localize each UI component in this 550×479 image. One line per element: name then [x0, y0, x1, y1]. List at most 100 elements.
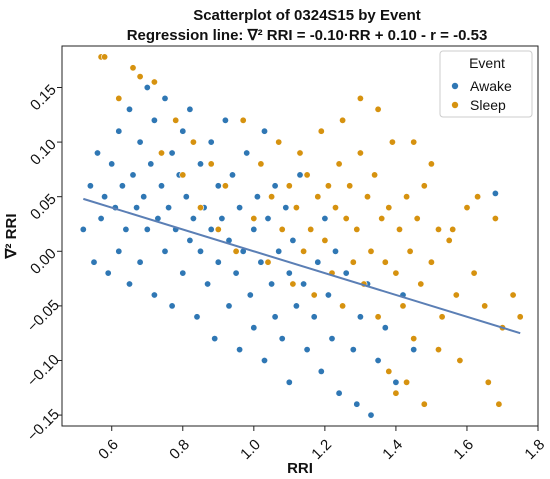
point-awake — [335, 389, 343, 397]
point-awake — [410, 346, 418, 354]
point-awake — [225, 302, 233, 310]
point-sleep — [214, 225, 222, 233]
point-awake — [285, 269, 293, 277]
point-awake — [321, 215, 329, 223]
point-sleep — [335, 160, 343, 168]
point-awake — [218, 215, 226, 223]
point-sleep — [420, 400, 428, 408]
legend-label-sleep: Sleep — [470, 97, 506, 113]
point-sleep — [509, 291, 517, 299]
x-axis: 0.6 0.8 1.0 1.2 1.4 1.6 1.8 — [95, 426, 548, 463]
point-awake — [140, 193, 148, 201]
point-awake — [491, 189, 499, 197]
point-sleep — [434, 225, 442, 233]
point-sleep — [339, 302, 347, 310]
point-awake — [374, 356, 382, 364]
point-sleep — [232, 247, 240, 255]
point-sleep — [399, 302, 407, 310]
point-awake — [115, 127, 123, 135]
y-tick-label: 0.10 — [27, 136, 60, 169]
point-sleep — [395, 225, 403, 233]
point-sleep — [158, 149, 166, 157]
point-sleep — [221, 182, 229, 190]
point-sleep — [317, 127, 325, 135]
y-tick-label: −0.10 — [24, 351, 63, 390]
point-sleep — [363, 193, 371, 201]
point-sleep — [197, 204, 205, 212]
point-sleep — [491, 215, 499, 223]
point-sleep — [285, 182, 293, 190]
point-awake — [115, 247, 123, 255]
point-sleep — [438, 313, 446, 321]
point-awake — [232, 269, 240, 277]
point-sleep — [321, 236, 329, 244]
point-sleep — [250, 215, 258, 223]
chart-subtitle: Regression line: ∇² RRI = -0.10·RR + 0.1… — [127, 27, 488, 44]
point-awake — [150, 116, 158, 124]
point-awake — [129, 171, 137, 179]
point-awake — [278, 335, 286, 343]
point-sleep — [374, 105, 382, 113]
point-awake — [214, 182, 222, 190]
point-sleep — [374, 313, 382, 321]
point-sleep — [410, 138, 418, 146]
point-awake — [186, 236, 194, 244]
point-sleep — [331, 204, 339, 212]
point-awake — [342, 269, 350, 277]
point-sleep — [413, 215, 421, 223]
y-tick-label: −0.05 — [24, 297, 63, 336]
point-awake — [271, 313, 279, 321]
point-sleep — [150, 78, 158, 86]
point-awake — [250, 324, 258, 332]
point-awake — [150, 291, 158, 299]
point-awake — [292, 302, 300, 310]
y-tick-label: 0.05 — [27, 191, 60, 224]
point-awake — [136, 258, 144, 266]
legend-box — [439, 50, 533, 118]
point-awake — [264, 215, 272, 223]
legend-label-awake: Awake — [470, 78, 512, 94]
point-awake — [197, 160, 205, 168]
point-awake — [300, 280, 308, 288]
point-awake — [260, 356, 268, 364]
point-awake — [207, 138, 215, 146]
x-tick-label: 0.6 — [95, 436, 122, 463]
point-sleep — [417, 280, 425, 288]
point-sleep — [434, 346, 442, 354]
y-axis: −0.15 −0.10 −0.05 0.00 0.05 0.10 0.15 — [24, 81, 63, 444]
point-sleep — [381, 258, 389, 266]
x-tick-label: 1.4 — [379, 436, 406, 463]
point-sleep — [289, 280, 297, 288]
point-awake — [189, 215, 197, 223]
point-awake — [314, 258, 322, 266]
point-sleep — [406, 247, 414, 255]
point-awake — [317, 367, 325, 375]
point-sleep — [101, 53, 109, 61]
point-sleep — [314, 193, 322, 201]
point-awake — [246, 291, 254, 299]
x-tick-label: 1.8 — [521, 436, 548, 463]
point-awake — [143, 225, 151, 233]
point-awake — [268, 280, 276, 288]
point-awake — [260, 127, 268, 135]
x-axis-label: RRI — [287, 460, 313, 477]
point-sleep — [346, 182, 354, 190]
point-awake — [250, 225, 258, 233]
point-awake — [158, 182, 166, 190]
regression-layer — [83, 197, 521, 335]
point-sleep — [392, 269, 400, 277]
point-awake — [136, 138, 144, 146]
point-awake — [229, 171, 237, 179]
point-awake — [211, 335, 219, 343]
legend-marker-awake — [451, 82, 459, 90]
point-sleep — [292, 204, 300, 212]
point-awake — [86, 182, 94, 190]
point-sleep — [470, 269, 478, 277]
point-awake — [303, 346, 311, 354]
point-awake — [182, 193, 190, 201]
point-sleep — [445, 236, 453, 244]
point-awake — [353, 400, 361, 408]
point-awake — [197, 247, 205, 255]
y-tick-label: −0.15 — [24, 406, 63, 445]
